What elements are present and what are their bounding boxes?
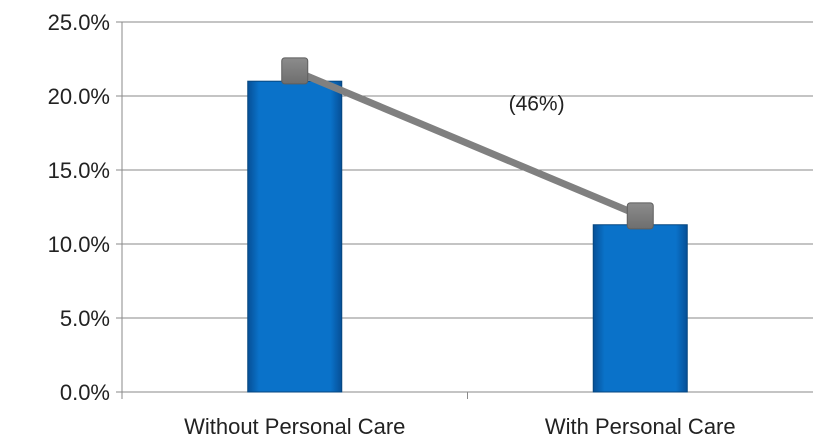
- percent-change-annotation: (46%): [509, 92, 565, 115]
- trend-line: [293, 67, 642, 220]
- bar: [592, 224, 688, 393]
- bar: [247, 80, 343, 393]
- y-tick-label: 0.0%: [60, 380, 110, 405]
- axis-labels: 0.0% 5.0% 10.0% 15.0% 20.0% 25.0% Without Pers…: [48, 10, 736, 439]
- line-marker: [626, 202, 654, 230]
- y-tick-label: 25.0%: [48, 10, 110, 35]
- y-tick-label: 10.0%: [48, 232, 110, 257]
- gridlines: [122, 21, 813, 319]
- axes: [116, 21, 813, 399]
- x-category-label: Without Personal Care: [184, 414, 405, 439]
- y-tick-label: 20.0%: [48, 84, 110, 109]
- x-category-label: With Personal Care: [545, 414, 736, 439]
- line-marker: [281, 57, 309, 85]
- y-tick-label: 15.0%: [48, 158, 110, 183]
- line-series: [281, 57, 654, 230]
- y-tick-label: 5.0%: [60, 306, 110, 331]
- bar-series: [247, 80, 688, 393]
